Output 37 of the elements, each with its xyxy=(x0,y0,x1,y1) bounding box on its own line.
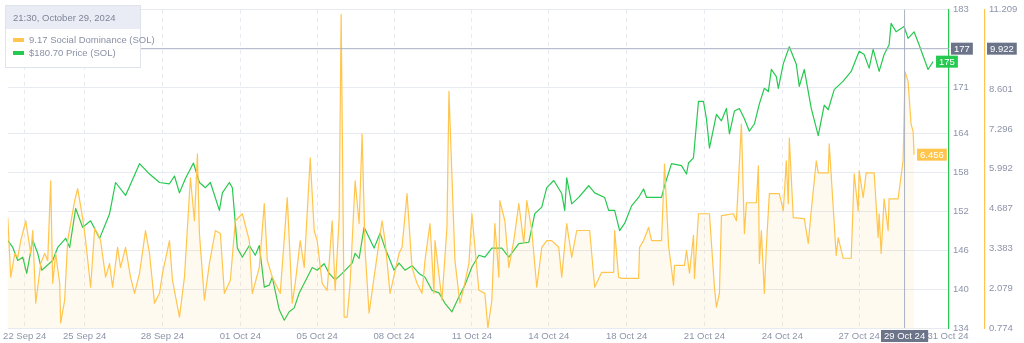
y-tick-label: 3.383 xyxy=(989,242,1013,254)
data-label: 175 xyxy=(939,55,955,67)
tooltip-header: 21:30, October 29, 2024 xyxy=(6,6,140,29)
y2-tick-label: 171 xyxy=(953,81,969,93)
y2-tick-label: 164 xyxy=(953,126,969,138)
x-tick-label: 22 Sep 24 xyxy=(3,330,47,342)
y2-tick-label: 152 xyxy=(953,204,969,216)
legend-label: $180.70 Price (SOL) xyxy=(29,47,116,58)
x-tick-label: 05 Oct 24 xyxy=(296,330,338,342)
y-tick-label: 4.687 xyxy=(989,202,1013,214)
data-label: 6.456 xyxy=(920,148,944,160)
y2-tick-label: 134 xyxy=(953,321,969,333)
y2-tick-label: 183 xyxy=(953,3,969,15)
x-tick-label: 01 Oct 24 xyxy=(219,330,261,342)
x-tick-label: 25 Sep 24 xyxy=(62,330,107,342)
ref-line-label: 177 xyxy=(954,42,970,54)
x-tick-label: 27 Oct 24 xyxy=(838,330,880,342)
y-tick-label: 7.296 xyxy=(989,122,1013,134)
x-tick-label: 28 Sep 24 xyxy=(140,330,185,342)
x-tick-label: 08 Oct 24 xyxy=(373,330,415,342)
y2-tick-label: 158 xyxy=(953,165,969,177)
y-tick-label: 5.992 xyxy=(989,162,1013,174)
y2-tick-label: 146 xyxy=(953,243,969,255)
x-tick-label: 14 Oct 24 xyxy=(528,330,570,342)
y-tick-label: 11.209 xyxy=(989,3,1018,15)
y-tick-label: 8.601 xyxy=(989,82,1013,94)
x-tick-label: 24 Oct 24 xyxy=(761,330,803,342)
legend-label: 9.17 Social Dominance (SOL) xyxy=(29,34,155,45)
x-tick-label: 11 Oct 24 xyxy=(451,330,493,342)
y-tick-label: 2.079 xyxy=(989,281,1013,293)
y-tick-label: 0.774 xyxy=(989,321,1013,333)
y2-tick-label: 140 xyxy=(953,282,969,294)
x-tick-label: 21 Oct 24 xyxy=(683,330,726,342)
x-tick-label: 18 Oct 24 xyxy=(606,330,648,342)
text: 9.922 xyxy=(990,42,1014,54)
x-tick-label: 31 Oct 24 xyxy=(927,330,969,342)
ref-line-label: 29 Oct 24 xyxy=(883,330,926,342)
